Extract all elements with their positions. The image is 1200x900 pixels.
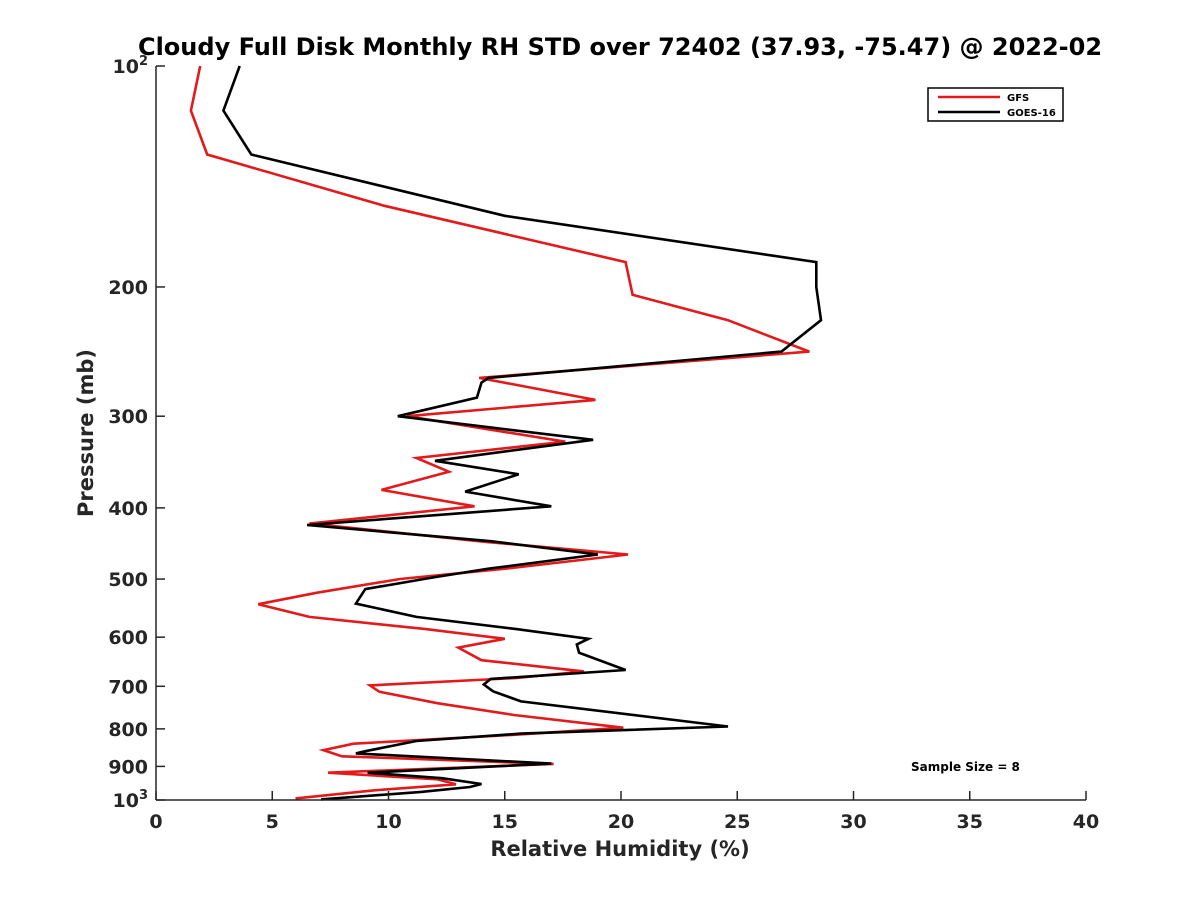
x-axis-label: Relative Humidity (%)	[490, 837, 749, 861]
y-tick-label: 900	[108, 756, 148, 778]
y-tick-label: 200	[108, 277, 148, 299]
y-tick-label: 700	[108, 676, 148, 698]
legend-label-goes-16: GOES-16	[1007, 108, 1056, 119]
x-tick-label: 20	[608, 811, 634, 833]
y-tick-label: 102	[113, 54, 149, 78]
y-tick-label: 103	[113, 788, 149, 812]
legend: GFS GOES-16	[927, 87, 1064, 122]
x-tick-label: 30	[840, 811, 866, 833]
y-tick-label: 300	[108, 406, 148, 428]
x-tick-label: 0	[149, 811, 162, 833]
y-tick-label: 500	[108, 569, 148, 591]
y-tick-label: 600	[108, 627, 148, 649]
x-tick-label: 25	[724, 811, 750, 833]
legend-box	[927, 87, 1064, 122]
series-line-goes-16	[221, 65, 823, 801]
x-tick-label: 15	[492, 811, 518, 833]
y-tick-label: 800	[108, 719, 148, 741]
series-line-gfs	[189, 65, 810, 800]
x-tick-label: 35	[957, 811, 983, 833]
x-tick-label: 10	[375, 811, 401, 833]
x-tick-label: 40	[1073, 811, 1099, 833]
y-tick-label: 400	[108, 498, 148, 520]
x-tick-label: 5	[266, 811, 279, 833]
chart-title: Cloudy Full Disk Monthly RH STD over 724…	[138, 33, 1102, 61]
axes: 0 5 10 15 20 25 30 35 40 102 200 300 400 500 600 700 800…	[108, 54, 1099, 833]
plot-area	[189, 65, 823, 801]
y-axis-label: Pressure (mb)	[74, 349, 98, 517]
sample-size-annotation: Sample Size = 8	[911, 760, 1020, 774]
legend-label-gfs: GFS	[1007, 93, 1029, 104]
